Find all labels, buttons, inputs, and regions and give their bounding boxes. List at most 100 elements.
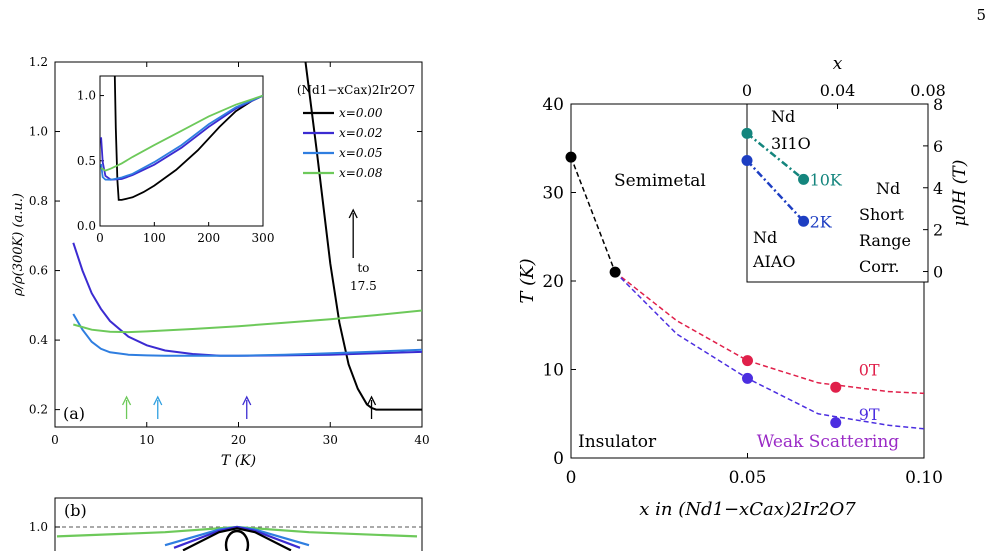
phase-series-line bbox=[571, 156, 616, 273]
inset-a-ytick-label: 0.0 bbox=[77, 219, 96, 233]
panel-a-series-line bbox=[73, 309, 422, 334]
phase-ylabel: T (K) bbox=[517, 258, 538, 303]
inset-a-xtick-label: 200 bbox=[197, 231, 220, 245]
inset-a-series-line bbox=[100, 94, 263, 181]
phase-inset-data-point bbox=[741, 127, 753, 139]
phase-inset-series-line bbox=[746, 159, 805, 223]
phase-xlabel: x in (Nd1−xCax)2Ir2O7 bbox=[639, 499, 856, 520]
phase-inset-series-line bbox=[746, 132, 805, 181]
phase-inset-region-label: AIAO bbox=[752, 252, 796, 271]
phase-ytick-label: 0 bbox=[553, 449, 564, 469]
phase-data-point bbox=[742, 355, 753, 367]
panel-a-xlabel: T (K) bbox=[221, 453, 256, 469]
phase-inset-xtick-label: 0.04 bbox=[820, 81, 856, 100]
phase-inset-frame bbox=[746, 103, 929, 283]
panel-b-series-line bbox=[182, 527, 292, 551]
phase-inset-ytick-label: 8 bbox=[933, 95, 943, 114]
inset-a-series-line bbox=[113, 76, 263, 201]
panel-b-ytick-label: 1.0 bbox=[29, 520, 48, 534]
phase-inset-data-point bbox=[741, 155, 753, 167]
region-label-weak-scattering: Weak Scattering bbox=[757, 432, 900, 452]
panel-a-ytick-label: 0.2 bbox=[29, 403, 48, 417]
phase-inset-ytick-label: 6 bbox=[933, 137, 943, 156]
panel-a-series-line bbox=[72, 242, 422, 357]
region-label-insulator: Insulator bbox=[578, 432, 657, 452]
phase-series-line bbox=[614, 271, 924, 430]
panel-b-series-line bbox=[173, 525, 301, 549]
phase-data-point bbox=[565, 151, 577, 163]
phase-inset-region-label: Nd bbox=[771, 107, 795, 126]
phase-inset-series-label-10K: 10K bbox=[810, 170, 843, 189]
phase-data-point bbox=[609, 266, 621, 278]
phase-inset-data-point bbox=[798, 215, 810, 227]
phase-series-line bbox=[614, 271, 924, 395]
inset-a-xtick-label: 0 bbox=[96, 231, 104, 245]
phase-ytick-label: 10 bbox=[542, 361, 564, 381]
panel-a-ytick-label: 1.0 bbox=[29, 125, 48, 139]
phase-inset-xtick-label: 0 bbox=[742, 81, 752, 100]
phase-inset-region-label: 3I1O bbox=[771, 134, 811, 153]
legend-entry: x=0.05 bbox=[339, 146, 383, 160]
annotation-text-to: to bbox=[357, 261, 369, 275]
annotation-text-value: 17.5 bbox=[350, 279, 377, 293]
panel-b-series-loop bbox=[224, 529, 250, 551]
phase-xtick-label: 0.05 bbox=[729, 468, 767, 488]
phase-inset-series-label-2K: 2K bbox=[810, 212, 833, 231]
phase-inset-region-label: Short bbox=[859, 205, 905, 224]
phase-inset-region-label: Nd bbox=[876, 179, 900, 198]
inset-a-xtick-label: 100 bbox=[143, 231, 166, 245]
panel-a-ytick-label: 0.4 bbox=[29, 333, 48, 347]
inset-a-ytick-label: 0.5 bbox=[77, 154, 96, 168]
inset-a-ytick-label: 1.0 bbox=[77, 89, 96, 103]
phase-data-point bbox=[830, 417, 842, 429]
phase-ytick-label: 40 bbox=[542, 95, 564, 115]
inset-a-series-group bbox=[100, 76, 263, 201]
annotation-arrow-head bbox=[348, 208, 358, 219]
panel-a-ylabel: ρ/ρ(300K) (a.u.) bbox=[11, 193, 26, 297]
phase-inset-xtick-label: 0.08 bbox=[910, 81, 946, 100]
panel-b-label: (b) bbox=[64, 501, 87, 520]
phase-data-point bbox=[830, 381, 842, 393]
phase-xtick-label: 0.10 bbox=[905, 468, 943, 488]
region-label-semimetal: Semimetal bbox=[614, 171, 706, 191]
phase-inset-region-label: Nd bbox=[753, 228, 777, 247]
phase-inset-ytick-label: 2 bbox=[933, 221, 943, 240]
panel-a-xtick-label: 40 bbox=[414, 433, 429, 447]
legend-title: (Nd1−xCax)2Ir2O7 bbox=[297, 83, 415, 97]
panel-a-inset-frame bbox=[99, 75, 264, 227]
transition-arrow-head bbox=[121, 395, 132, 406]
panel-a-ytick-label: 0.8 bbox=[29, 194, 48, 208]
phase-data-point bbox=[742, 372, 753, 384]
phase-series-label-0T: 0T bbox=[859, 361, 880, 380]
panel-a-xtick-label: 10 bbox=[139, 433, 154, 447]
panel-a-series-line bbox=[72, 313, 422, 357]
transition-arrow-head bbox=[153, 395, 163, 406]
transition-arrow-head bbox=[366, 395, 377, 406]
phase-inset-ytick-label: 0 bbox=[933, 263, 943, 282]
transition-arrow-head bbox=[242, 395, 252, 406]
inset-a-series-line bbox=[100, 94, 263, 181]
inset-a-xtick-label: 300 bbox=[252, 231, 275, 245]
legend-entry: x=0.00 bbox=[339, 106, 383, 120]
phase-inset-data-point bbox=[798, 173, 810, 185]
panel-a-series-line bbox=[304, 62, 422, 411]
legend-entry: x=0.08 bbox=[339, 166, 383, 180]
panel-a-label: (a) bbox=[63, 404, 85, 423]
phase-ytick-label: 20 bbox=[542, 272, 564, 292]
phase-ytick-label: 30 bbox=[542, 184, 564, 204]
panel-b-frame bbox=[54, 497, 423, 551]
phase-inset-region-label: Corr. bbox=[859, 257, 900, 276]
phase-inset-region-label: Range bbox=[859, 231, 911, 250]
inset-a-series-line bbox=[100, 94, 263, 172]
panel-a-xtick-label: 30 bbox=[323, 433, 338, 447]
panel-a-xtick-label: 20 bbox=[231, 433, 246, 447]
phase-series-label-9T: 9T bbox=[859, 405, 880, 424]
panel-a-series-group bbox=[72, 62, 422, 411]
phase-series-group bbox=[571, 156, 924, 430]
page-number: 5 bbox=[976, 6, 986, 24]
phase-inset-ylabel: μ0H (T) bbox=[950, 160, 970, 227]
phase-xtick-label: 0 bbox=[566, 468, 577, 488]
phase-inset-xlabel: x bbox=[833, 54, 843, 74]
panel-a-ytick-label: 0.6 bbox=[29, 264, 48, 278]
